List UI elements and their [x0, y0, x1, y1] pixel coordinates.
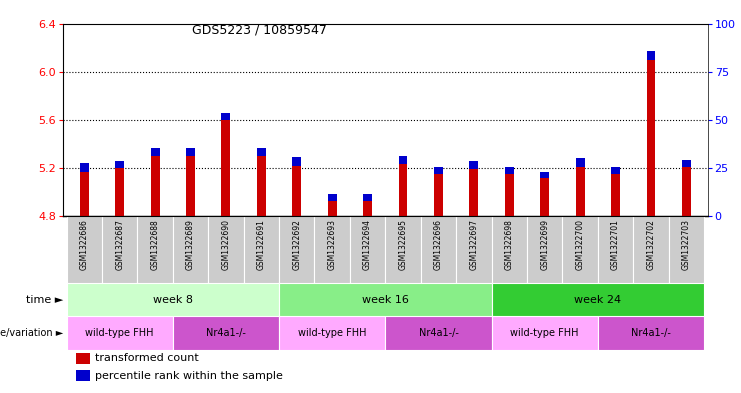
Text: GSM1322703: GSM1322703: [682, 219, 691, 270]
Bar: [186, 156, 195, 216]
Bar: [682, 167, 691, 216]
Bar: [116, 168, 124, 216]
Bar: [576, 167, 585, 216]
Bar: [647, 51, 655, 60]
Bar: [491, 316, 598, 350]
Bar: [293, 165, 301, 216]
Bar: [470, 161, 478, 169]
Bar: [67, 316, 173, 350]
Bar: [293, 157, 301, 165]
Text: GSM1322687: GSM1322687: [115, 219, 124, 270]
Bar: [540, 172, 549, 178]
Bar: [363, 200, 372, 216]
Bar: [150, 147, 159, 156]
Text: GSM1322693: GSM1322693: [328, 219, 336, 270]
Bar: [505, 167, 514, 174]
Bar: [399, 164, 408, 216]
Text: genotype/variation ►: genotype/variation ►: [0, 328, 64, 338]
Bar: [647, 60, 655, 216]
Text: Nr4a1-/-: Nr4a1-/-: [206, 328, 246, 338]
Bar: [385, 216, 421, 283]
Bar: [222, 120, 230, 216]
Bar: [634, 216, 668, 283]
Bar: [470, 169, 478, 216]
Bar: [682, 160, 691, 167]
Bar: [279, 216, 314, 283]
Bar: [350, 216, 385, 283]
Bar: [385, 316, 491, 350]
Bar: [540, 178, 549, 216]
Bar: [80, 172, 89, 216]
Bar: [150, 156, 159, 216]
Bar: [421, 216, 456, 283]
Text: wild-type FHH: wild-type FHH: [85, 328, 154, 338]
Text: GSM1322692: GSM1322692: [292, 219, 302, 270]
Text: GSM1322700: GSM1322700: [576, 219, 585, 270]
Text: Nr4a1-/-: Nr4a1-/-: [419, 328, 459, 338]
Bar: [76, 353, 90, 364]
Text: GSM1322698: GSM1322698: [505, 219, 514, 270]
Bar: [314, 216, 350, 283]
Bar: [137, 216, 173, 283]
Bar: [244, 216, 279, 283]
Bar: [576, 158, 585, 167]
Text: GSM1322696: GSM1322696: [434, 219, 443, 270]
Bar: [279, 316, 385, 350]
Bar: [363, 195, 372, 200]
Text: GSM1322686: GSM1322686: [80, 219, 89, 270]
Text: time ►: time ►: [27, 295, 64, 305]
Text: percentile rank within the sample: percentile rank within the sample: [95, 371, 283, 381]
Text: GSM1322697: GSM1322697: [469, 219, 479, 270]
Text: GSM1322702: GSM1322702: [646, 219, 656, 270]
Bar: [491, 216, 527, 283]
Text: week 16: week 16: [362, 295, 409, 305]
Bar: [102, 216, 137, 283]
Text: GSM1322694: GSM1322694: [363, 219, 372, 270]
Text: wild-type FHH: wild-type FHH: [298, 328, 367, 338]
Text: GSM1322695: GSM1322695: [399, 219, 408, 270]
Text: wild-type FHH: wild-type FHH: [511, 328, 579, 338]
Bar: [76, 370, 90, 381]
Bar: [173, 316, 279, 350]
Text: GSM1322701: GSM1322701: [611, 219, 620, 270]
Bar: [257, 156, 266, 216]
Bar: [399, 156, 408, 164]
Text: Nr4a1-/-: Nr4a1-/-: [631, 328, 671, 338]
Text: GSM1322689: GSM1322689: [186, 219, 195, 270]
Bar: [186, 147, 195, 156]
Bar: [116, 161, 124, 168]
Text: GSM1322690: GSM1322690: [222, 219, 230, 270]
Bar: [328, 195, 336, 200]
Bar: [173, 216, 208, 283]
Bar: [456, 216, 491, 283]
Bar: [434, 167, 443, 174]
Text: GSM1322688: GSM1322688: [150, 219, 159, 270]
Bar: [257, 147, 266, 156]
Text: week 8: week 8: [153, 295, 193, 305]
Bar: [67, 283, 279, 316]
Bar: [328, 200, 336, 216]
Bar: [562, 216, 598, 283]
Bar: [598, 316, 704, 350]
Bar: [598, 216, 634, 283]
Bar: [611, 174, 620, 216]
Bar: [491, 283, 704, 316]
Text: transformed count: transformed count: [95, 353, 199, 363]
Bar: [527, 216, 562, 283]
Text: GSM1322699: GSM1322699: [540, 219, 549, 270]
Bar: [611, 167, 620, 174]
Bar: [67, 216, 102, 283]
Text: GDS5223 / 10859547: GDS5223 / 10859547: [192, 24, 327, 37]
Text: GSM1322691: GSM1322691: [257, 219, 266, 270]
Bar: [434, 174, 443, 216]
Text: week 24: week 24: [574, 295, 622, 305]
Bar: [208, 216, 244, 283]
Bar: [80, 163, 89, 172]
Bar: [222, 113, 230, 120]
Bar: [279, 283, 491, 316]
Bar: [668, 216, 704, 283]
Bar: [505, 174, 514, 216]
